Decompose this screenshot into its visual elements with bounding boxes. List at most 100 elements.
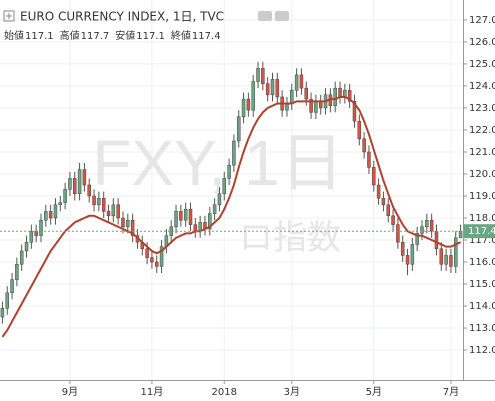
- candle-body: [68, 178, 72, 190]
- candle-body: [48, 211, 53, 219]
- candle-body: [188, 208, 193, 225]
- y-tick-label: 125.0: [469, 59, 495, 70]
- candle-body: [126, 219, 130, 228]
- candle-body: [44, 211, 48, 221]
- candle-body: [333, 87, 337, 106]
- candle-body: [458, 230, 463, 239]
- candle-body: [338, 87, 342, 98]
- y-tick-label: 118.0: [469, 213, 495, 224]
- candle-body: [222, 178, 227, 195]
- candle-body: [58, 202, 63, 206]
- candle-body: [53, 204, 58, 219]
- candle-body: [314, 101, 318, 113]
- candle-body: [299, 74, 304, 89]
- ohlc-value: 117.1: [136, 31, 165, 42]
- x-tick-label: 2018: [212, 387, 237, 398]
- candle-body: [34, 230, 38, 236]
- y-tick-label: 123.0: [469, 103, 495, 114]
- y-tick-label: 113.0: [469, 323, 495, 334]
- candle-body: [304, 87, 309, 100]
- candle-body: [82, 169, 87, 186]
- y-tick-label: 115.0: [469, 279, 495, 290]
- x-tick-label: 3月: [284, 386, 300, 398]
- eye-icon[interactable]: [258, 11, 272, 21]
- ohlc-value: 117.7: [81, 31, 110, 42]
- candle-body: [29, 230, 34, 243]
- candle-body: [372, 167, 376, 186]
- candle-body: [352, 101, 357, 122]
- candle-body: [444, 255, 448, 265]
- candle-body: [208, 213, 212, 230]
- y-tick-label: 119.0: [469, 191, 495, 202]
- chart-title: EURO CURRENCY INDEX, 1日, TVC: [20, 10, 224, 24]
- candle-body: [270, 79, 275, 95]
- grid: [0, 0, 463, 380]
- candle-body: [183, 208, 188, 221]
- last-price-tag: [464, 224, 495, 239]
- candle-body: [77, 169, 82, 195]
- candle-body: [5, 292, 9, 309]
- candle-body: [236, 116, 241, 142]
- candle-body: [246, 98, 251, 111]
- candle-body: [232, 140, 236, 166]
- settings-icon[interactable]: [275, 11, 289, 21]
- watermark-sub: ロ指数: [239, 219, 341, 257]
- candle-body: [367, 151, 371, 168]
- candle-body: [179, 211, 183, 221]
- ohlc-value: 117.4: [192, 31, 221, 42]
- candle-body: [362, 138, 366, 153]
- candle-body: [227, 164, 231, 179]
- candle-body: [251, 81, 255, 111]
- candle-body: [261, 68, 265, 84]
- ohlc-label: 高値: [60, 29, 80, 42]
- candle-body: [410, 244, 415, 265]
- candle-body: [256, 68, 260, 82]
- ohlc-label: 始値: [4, 29, 24, 42]
- candle-body: [97, 197, 101, 206]
- candle-body: [309, 98, 313, 113]
- x-tick-label: 5月: [366, 386, 382, 398]
- candle-body: [400, 241, 405, 256]
- y-tick-label: 124.0: [469, 81, 495, 92]
- toggle-icon[interactable]: [3, 10, 15, 22]
- candle-body: [101, 197, 106, 212]
- candle-body: [121, 217, 125, 228]
- candle-body: [92, 195, 96, 206]
- candle-body: [0, 307, 5, 318]
- candle-body: [415, 233, 419, 245]
- candle-body: [87, 184, 91, 197]
- candle-body: [425, 219, 429, 228]
- candle-body: [39, 219, 43, 236]
- y-tick-label: 121.0: [469, 147, 495, 158]
- candle-body: [73, 178, 77, 195]
- candle-body: [24, 241, 29, 252]
- candle-body: [241, 98, 246, 118]
- candle-body: [391, 215, 395, 225]
- ohlc-legend: 始値 117.1 高値 117.7 安値 117.1 終値 117.4: [4, 29, 221, 42]
- y-tick-label: 116.0: [469, 257, 495, 268]
- candle-body: [386, 204, 390, 217]
- candle-body: [405, 255, 410, 265]
- candle-body: [275, 79, 280, 98]
- candle-body: [19, 250, 24, 265]
- candle-body: [396, 224, 400, 243]
- x-tick-label: 7月: [443, 386, 459, 398]
- candle-body: [111, 204, 116, 217]
- candle-body: [174, 211, 178, 228]
- candle-body: [429, 219, 434, 232]
- candle-body: [63, 189, 67, 203]
- ohlc-label: 終値: [171, 29, 191, 42]
- x-tick-label: 11月: [141, 386, 164, 398]
- watermark: FXY, 1日: [92, 127, 343, 199]
- moving-average: [1, 95, 462, 338]
- plot: [0, 61, 463, 338]
- candle-body: [10, 279, 14, 294]
- candle-body: [290, 90, 294, 104]
- y-tick-label: 112.0: [469, 345, 495, 356]
- y-tick-label: 114.0: [469, 301, 495, 312]
- candle-body: [439, 248, 444, 265]
- axes: 112.0 113.0 114.0 115.0 116.0 117.0 118.0 119.0…: [62, 15, 495, 398]
- y-tick-label: 127.0: [469, 15, 495, 26]
